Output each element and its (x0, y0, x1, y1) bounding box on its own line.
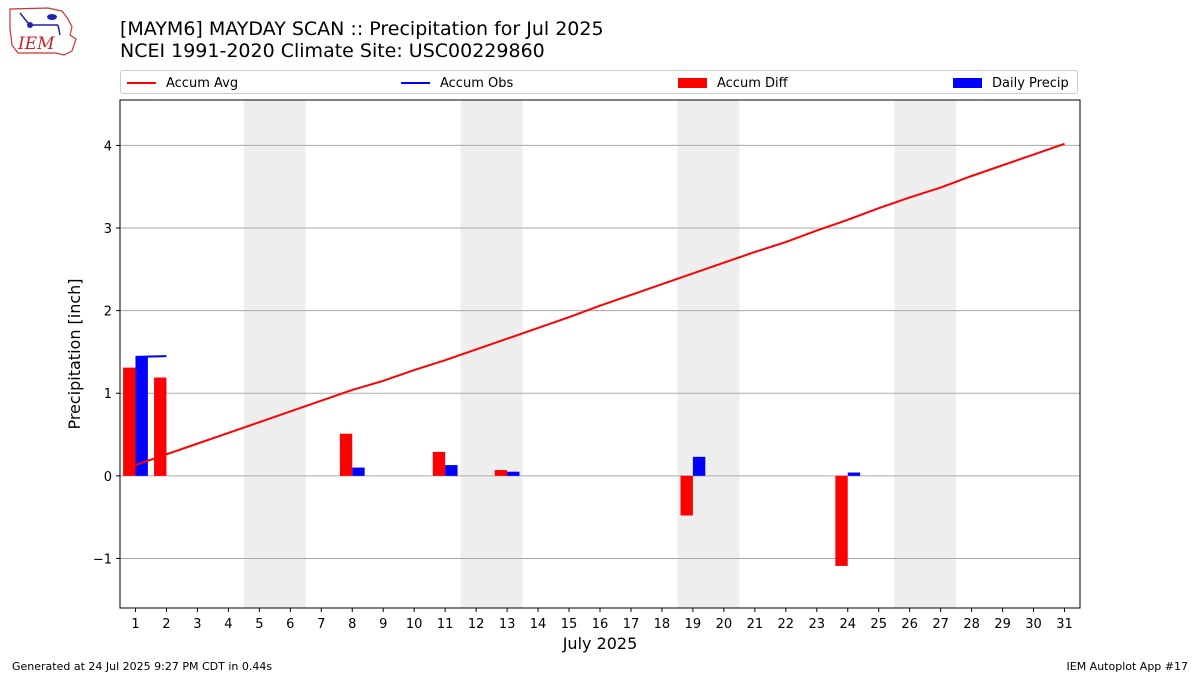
footer-app: IEM Autoplot App #17 (1066, 660, 1189, 673)
x-tick-label: 13 (499, 617, 516, 632)
logo-text: IEM (17, 34, 55, 54)
legend-label-accum-obs: Accum Obs (440, 75, 514, 91)
diff-bar (494, 470, 508, 476)
accum-obs-line (135, 355, 167, 358)
x-tick-label: 18 (654, 617, 671, 632)
daily-bar (507, 471, 520, 476)
x-tick-label: 24 (839, 617, 856, 632)
x-tick-label: 25 (870, 617, 887, 632)
legend-label-accum-avg: Accum Avg (166, 75, 239, 91)
iem-logo: IEM (8, 5, 80, 59)
y-tick-label: 4 (104, 139, 112, 154)
daily-bar (135, 356, 148, 476)
x-tick-label: 4 (224, 617, 232, 632)
legend-swatch-accum-diff (678, 78, 707, 88)
x-tick-label: 3 (193, 617, 201, 632)
diff-bar (680, 475, 693, 516)
chart-title: [MAYM6] MAYDAY SCAN :: Precipitation for… (120, 18, 604, 40)
y-axis-label: Precipitation [inch] (65, 278, 84, 429)
accum-avg-line (135, 142, 1065, 467)
footer-generated: Generated at 24 Jul 2025 9:27 PM CDT in … (12, 660, 273, 673)
weekend-shade (894, 100, 957, 608)
x-tick-label: 30 (1025, 617, 1042, 632)
diff-bar (123, 367, 136, 476)
x-tick-label: 19 (685, 617, 702, 632)
x-tick-label: 14 (530, 617, 547, 632)
x-tick-label: 10 (406, 617, 423, 632)
x-tick-label: 29 (994, 617, 1011, 632)
x-tick-label: 15 (561, 617, 578, 632)
daily-bar (847, 472, 861, 476)
daily-bar (445, 465, 458, 476)
legend-item-accum-diff: Accum Diff (678, 74, 788, 92)
x-tick-label: 2 (162, 617, 170, 632)
y-tick-label: 1 (104, 387, 112, 402)
x-tick-label: 21 (747, 617, 764, 632)
x-tick-label: 7 (317, 617, 325, 632)
x-tick-label: 23 (809, 617, 826, 632)
x-tick-label: 5 (255, 617, 263, 632)
x-tick-label: 9 (379, 617, 387, 632)
x-axis-label: July 2025 (562, 634, 638, 653)
chart-legend: Accum Avg Accum Obs Accum Diff Daily Pre… (120, 70, 1078, 94)
x-tick-label: 1 (131, 617, 139, 632)
y-tick-label: 3 (104, 222, 112, 237)
x-tick-label: 8 (348, 617, 356, 632)
x-tick-label: 26 (901, 617, 918, 632)
daily-bar (352, 467, 365, 476)
x-tick-label: 28 (963, 617, 980, 632)
legend-swatch-accum-avg (127, 82, 156, 84)
legend-item-accum-avg: Accum Avg (127, 74, 238, 92)
legend-item-daily-precip: Daily Precip (953, 74, 1069, 92)
y-tick-label: 0 (104, 470, 112, 485)
legend-item-accum-obs: Accum Obs (401, 74, 513, 92)
legend-label-daily-precip: Daily Precip (992, 75, 1069, 91)
legend-swatch-daily-precip (953, 78, 982, 88)
weekend-shade (677, 100, 740, 608)
diff-bar (154, 377, 167, 476)
weekend-shade (460, 100, 523, 608)
x-tick-label: 6 (286, 617, 294, 632)
diff-bar (432, 451, 446, 476)
weekend-shade (243, 100, 306, 608)
diff-bar (339, 433, 353, 476)
legend-swatch-accum-obs (401, 82, 430, 84)
x-tick-label: 31 (1056, 617, 1073, 632)
daily-bar (692, 456, 706, 476)
x-tick-label: 16 (592, 617, 609, 632)
y-tick-label: 2 (104, 305, 112, 320)
x-tick-label: 11 (437, 617, 454, 632)
x-tick-label: 22 (778, 617, 795, 632)
x-tick-label: 12 (468, 617, 485, 632)
x-tick-label: 20 (716, 617, 733, 632)
chart-subtitle: NCEI 1991-2020 Climate Site: USC00229860 (120, 40, 545, 62)
diff-bar (835, 475, 848, 566)
x-tick-label: 17 (623, 617, 640, 632)
legend-label-accum-diff: Accum Diff (717, 75, 788, 91)
x-tick-label: 27 (932, 617, 949, 632)
y-tick-label: −1 (93, 552, 112, 567)
